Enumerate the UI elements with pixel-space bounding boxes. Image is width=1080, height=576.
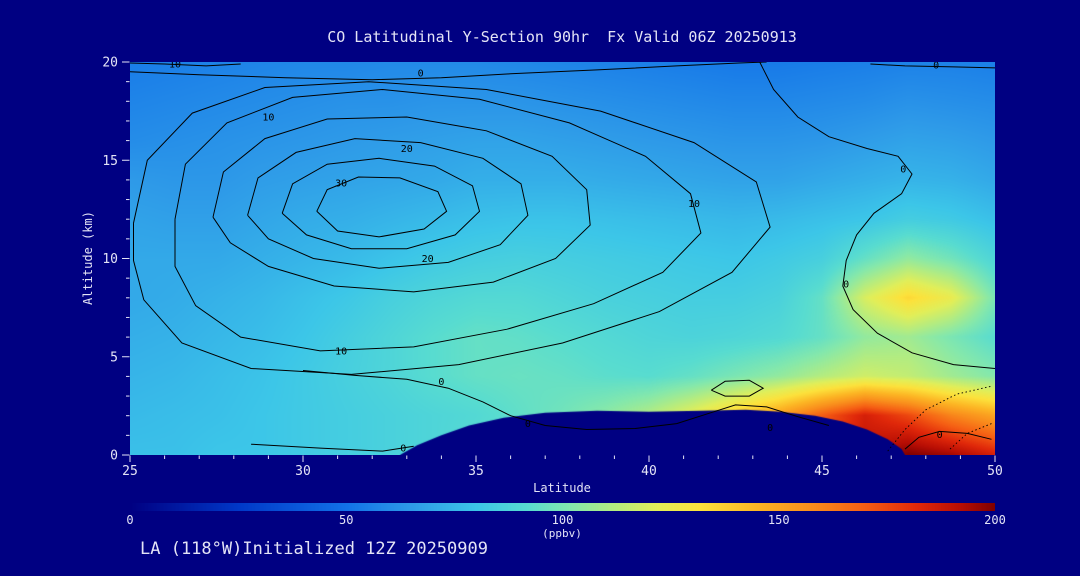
colorbar-tick-label: 50 xyxy=(339,513,353,527)
contour-line-dashed-1 xyxy=(949,423,992,450)
contour-fill-canvas xyxy=(130,62,995,455)
contour-line-0 xyxy=(302,370,830,431)
colorbar xyxy=(130,503,995,511)
contour-label-30: 30 xyxy=(335,178,347,189)
y-tick-label: 20 xyxy=(102,56,118,71)
contour-line-5 xyxy=(133,81,771,375)
contour-line-0 xyxy=(711,379,765,397)
y-tick-label: 0 xyxy=(110,449,118,464)
contour-line-30 xyxy=(316,176,448,238)
y-tick-label: 15 xyxy=(102,154,118,169)
contour-line-10 xyxy=(174,88,702,352)
x-axis-label: Latitude xyxy=(533,481,591,495)
contour-line-15 xyxy=(212,116,591,293)
contour-label-0: 0 xyxy=(438,377,444,388)
contour-label-0: 0 xyxy=(767,423,773,434)
contour-lines-svg: 30 20 20 10 10 10 0 10 0 0 0 0 0 0 0 0 xyxy=(130,62,995,455)
contour-label-20: 20 xyxy=(422,254,434,265)
colorbar-tick-label: 200 xyxy=(984,513,1006,527)
x-tick-label: 50 xyxy=(987,464,1003,479)
y-tick-label: 5 xyxy=(110,350,118,365)
init-info-label: LA (118°W)Initialized 12Z 20250909 xyxy=(140,539,488,559)
contour-label-0: 0 xyxy=(843,280,849,291)
contour-line-0 xyxy=(130,62,767,81)
colorbar-units-label: (ppbv) xyxy=(542,527,582,540)
contour-line-20 xyxy=(247,138,529,269)
contour-label-10: 10 xyxy=(169,62,181,71)
contour-label-20: 20 xyxy=(401,144,413,155)
colorbar-tick-label: 150 xyxy=(768,513,790,527)
contour-line-dashed-0 xyxy=(887,385,992,452)
contour-label-0: 0 xyxy=(400,444,406,455)
contour-line-25 xyxy=(281,157,481,250)
colorbar-tick-label: 100 xyxy=(552,513,574,527)
contour-label-0: 0 xyxy=(418,68,424,79)
contour-label-0: 0 xyxy=(900,165,906,176)
contour-line-0 xyxy=(870,63,995,69)
y-axis-label: Altitude (km) xyxy=(81,211,95,305)
contour-line-0 xyxy=(251,443,414,452)
contour-label-0: 0 xyxy=(525,419,531,430)
contour-line-10 xyxy=(130,62,241,67)
x-tick-label: 40 xyxy=(641,464,657,479)
contour-label-0: 0 xyxy=(937,430,943,441)
contour-line-0 xyxy=(904,430,992,450)
x-tick-label: 45 xyxy=(814,464,830,479)
x-tick-label: 25 xyxy=(122,464,138,479)
colorbar-tick-label: 0 xyxy=(126,513,133,527)
contour-line-0 xyxy=(759,62,995,369)
x-tick-label: 35 xyxy=(468,464,484,479)
contour-label-10: 10 xyxy=(688,199,700,210)
contour-label-0: 0 xyxy=(933,62,939,71)
y-tick-label: 10 xyxy=(102,252,118,267)
chart-title: CO Latitudinal Y-Section 90hr Fx Valid 0… xyxy=(327,28,797,46)
contour-label-10: 10 xyxy=(262,113,274,124)
x-tick-label: 30 xyxy=(295,464,311,479)
contour-label-10: 10 xyxy=(335,346,347,357)
